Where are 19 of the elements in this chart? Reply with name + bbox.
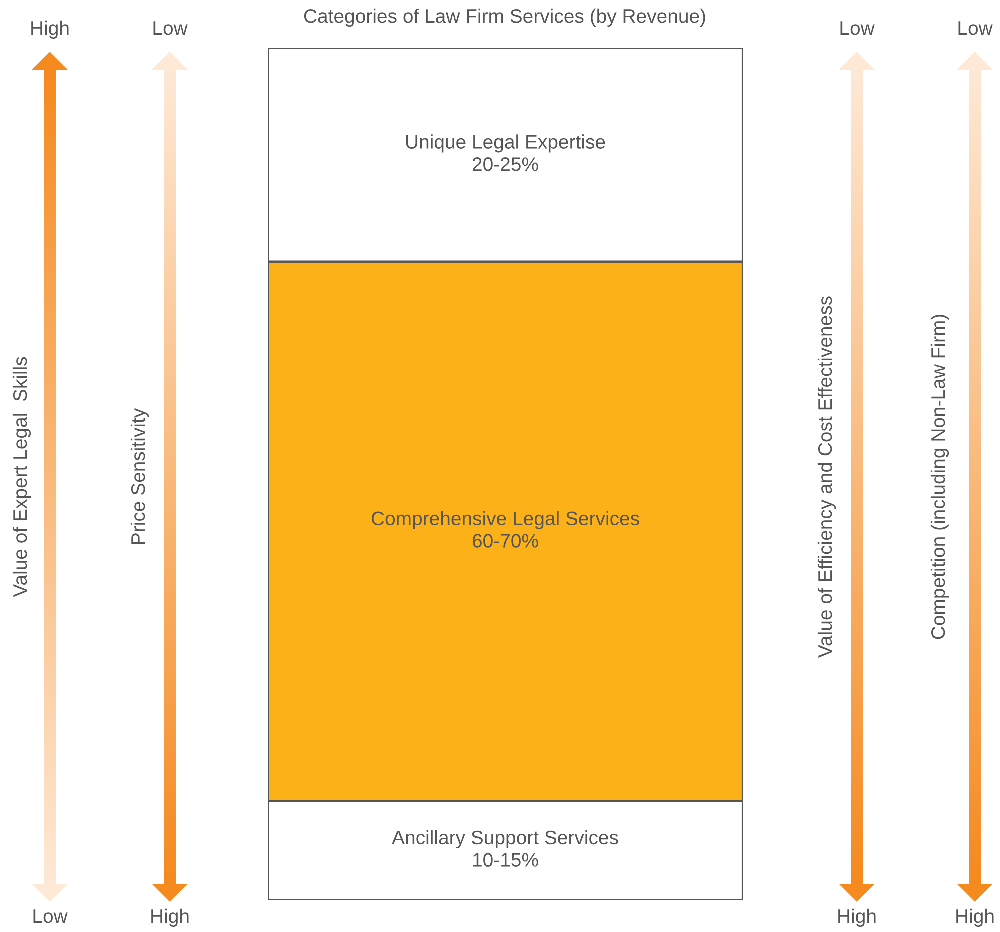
annotation: 20-25% xyxy=(472,158,538,172)
annotation: 60-70% xyxy=(472,534,538,548)
text: Competition (including Non-Law Firm) xyxy=(930,315,950,640)
text: Low xyxy=(34,910,68,924)
text: Value of Expert Legal Skills xyxy=(12,357,32,598)
text: High xyxy=(32,20,69,40)
text: Price Sensitivity xyxy=(130,408,150,544)
text: High xyxy=(838,908,876,928)
text: High xyxy=(152,908,189,928)
chart-title: Categories of Law Firm Services (by Revenue) xyxy=(304,8,706,28)
series-label: Ancillary Support Services xyxy=(392,830,618,848)
annotation: 10-15% xyxy=(473,853,538,867)
series-label: Comprehensive Legal Services xyxy=(372,511,640,530)
text: Value of Efficiency and Cost Effectiveness xyxy=(818,296,836,658)
text: High xyxy=(956,908,994,928)
text: Low xyxy=(958,22,993,36)
text: Low xyxy=(154,22,188,36)
series-label: Unique Legal Expertise xyxy=(406,134,606,153)
text: Low xyxy=(840,22,875,36)
